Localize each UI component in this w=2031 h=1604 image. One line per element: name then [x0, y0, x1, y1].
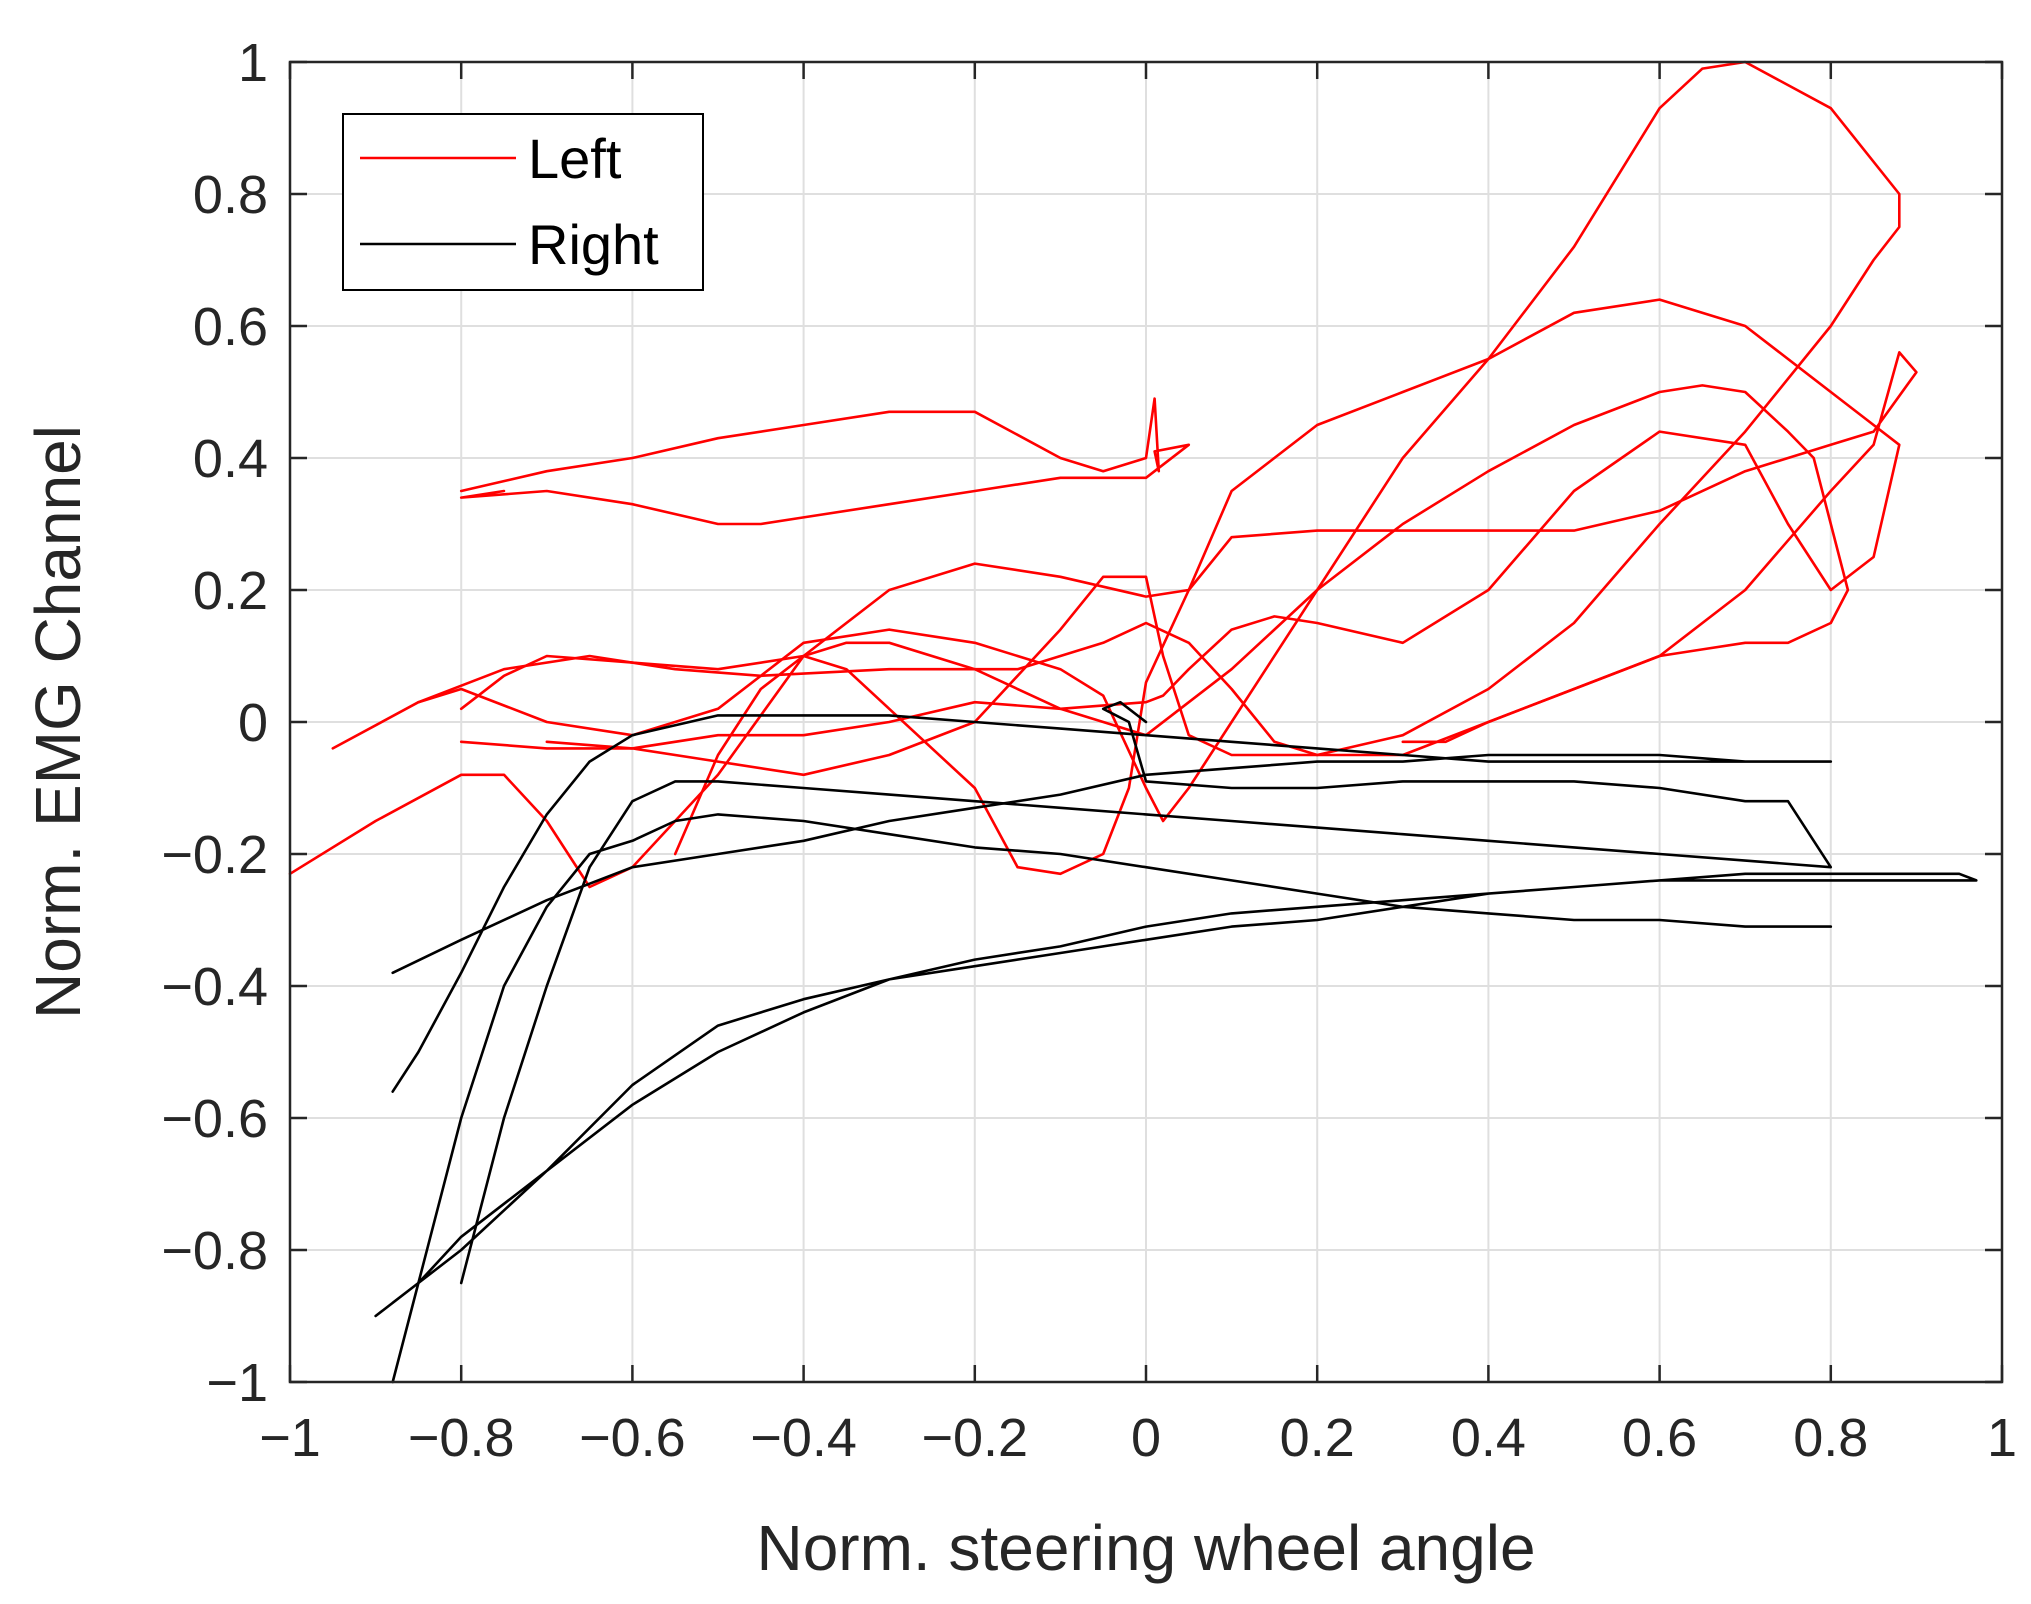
legend-label-left: Left	[528, 127, 622, 190]
x-tick-label: −0.8	[408, 1408, 515, 1468]
y-tick-label: −0.8	[161, 1221, 268, 1281]
series-line-right-3	[391, 714, 1833, 1093]
x-tick-label: 0.2	[1280, 1408, 1355, 1468]
x-tick-label: −0.4	[750, 1408, 857, 1468]
y-tick-label: 1	[238, 33, 268, 93]
series-line-left-3	[417, 60, 1901, 823]
y-tick-label: 0	[238, 693, 268, 753]
legend: Left Right	[342, 113, 704, 291]
y-tick-label: 0.8	[193, 165, 268, 225]
y-tick-label: 0.4	[193, 429, 268, 489]
y-tick-label: −1	[206, 1353, 268, 1413]
x-tick-label: 0.4	[1451, 1408, 1526, 1468]
x-axis-title: Norm. steering wheel angle	[756, 1512, 1535, 1584]
series-layer	[288, 60, 1978, 1384]
x-tick-label: 0.8	[1793, 1408, 1868, 1468]
x-tick-label: 0.6	[1622, 1408, 1697, 1468]
series-line-left-4	[459, 298, 1901, 876]
x-tick-label: −1	[259, 1408, 321, 1468]
series-line-left-5	[673, 384, 1850, 856]
ticks	[288, 60, 2004, 1384]
legend-box	[342, 113, 704, 291]
y-tick-label: 0.2	[193, 561, 268, 621]
legend-label-right: Right	[528, 213, 659, 276]
x-tick-label: −0.2	[921, 1408, 1028, 1468]
x-tick-label: 1	[1987, 1408, 2017, 1468]
series-line-right-4	[459, 700, 1833, 1285]
y-axis-title: Norm. EMG Channel	[22, 425, 94, 1019]
x-tick-label: 0	[1131, 1408, 1161, 1468]
series-line-right	[391, 813, 1833, 1384]
y-tick-label: −0.6	[161, 1089, 268, 1149]
series-line-left	[459, 397, 1191, 526]
y-tick-label: −0.4	[161, 957, 268, 1017]
tick-labels: −1 −0.8 −0.6 −0.4 −0.2 0 0.2 0.4 0.6 0.8 1 −1 −0.8 −0…	[161, 33, 2017, 1468]
y-tick-label: 0.6	[193, 297, 268, 357]
x-tick-label: −0.6	[579, 1408, 686, 1468]
y-tick-label: −0.2	[161, 825, 268, 885]
series-line-right-2	[374, 872, 1978, 1318]
